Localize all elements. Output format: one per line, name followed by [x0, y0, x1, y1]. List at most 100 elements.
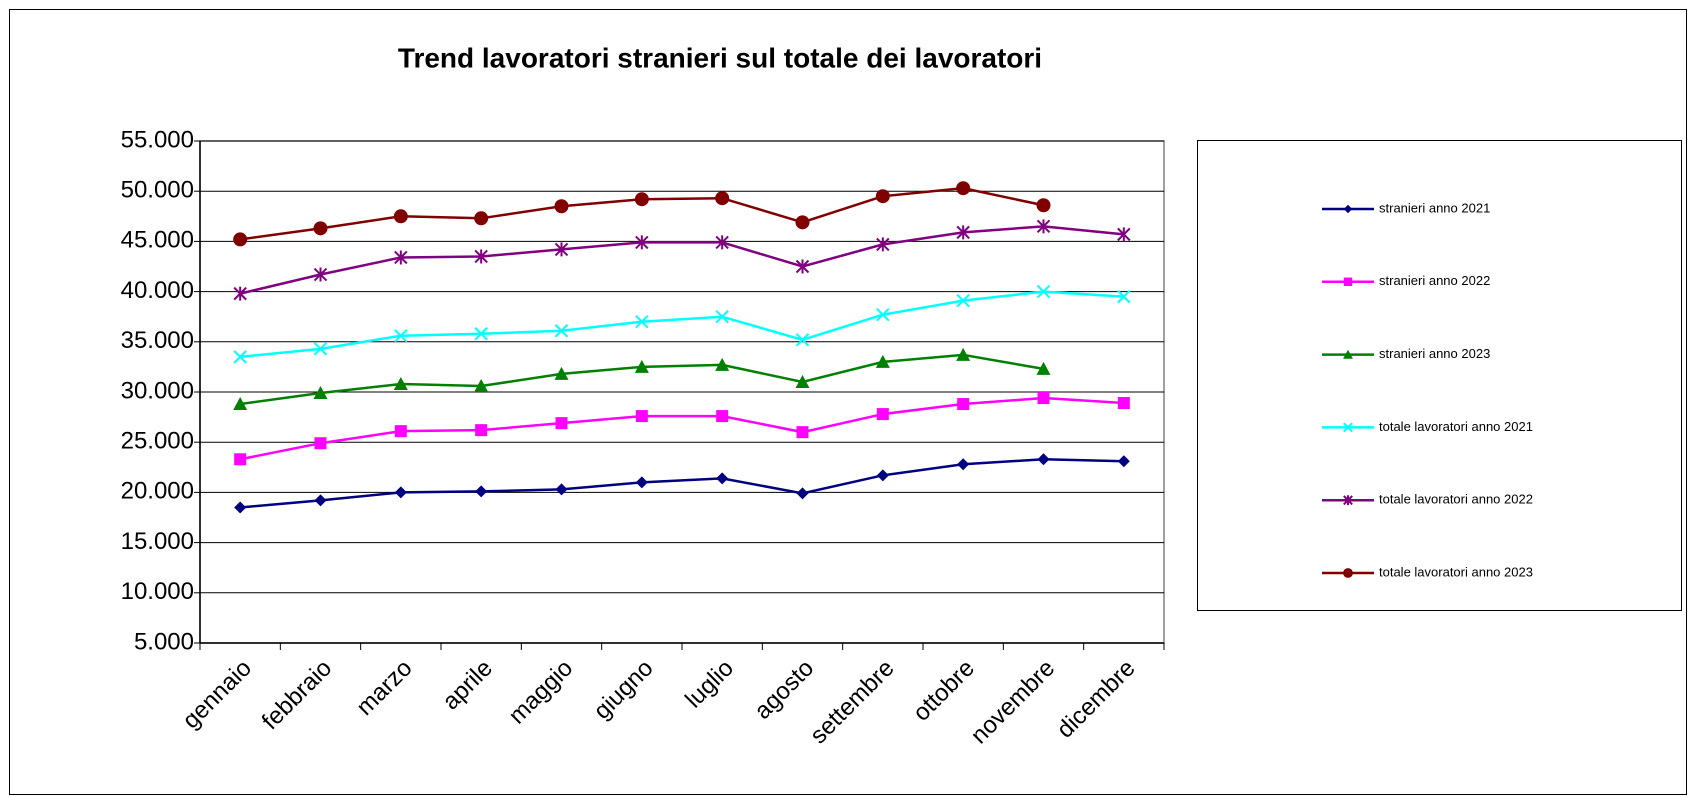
marker [875, 189, 890, 204]
marker [956, 293, 970, 308]
marker [394, 250, 408, 265]
legend-label: stranieri anno 2022 [1379, 273, 1490, 288]
y-tick-label: 55.000 [121, 126, 194, 153]
marker [554, 199, 569, 214]
y-tick-label: 5.000 [134, 628, 194, 655]
marker [796, 426, 809, 439]
marker [393, 209, 408, 224]
marker [1037, 453, 1050, 466]
marker [233, 232, 248, 247]
marker [234, 453, 247, 466]
marker [1036, 198, 1051, 213]
y-tick-label: 35.000 [121, 327, 194, 354]
marker [795, 374, 810, 388]
y-tick-label: 10.000 [121, 578, 194, 605]
series-line [239, 225, 1124, 295]
y-tick-label: 40.000 [121, 277, 194, 304]
marker [1117, 289, 1131, 304]
marker [1036, 361, 1051, 375]
marker [313, 267, 328, 282]
y-tick-label: 25.000 [121, 428, 194, 455]
series-line [240, 290, 1124, 359]
marker [474, 211, 489, 226]
marker [1343, 349, 1353, 359]
marker [1036, 284, 1051, 299]
marker [555, 483, 568, 496]
marker [394, 486, 407, 499]
series-line [240, 458, 1124, 509]
marker [394, 329, 408, 343]
marker [554, 324, 569, 338]
marker [314, 494, 327, 507]
marker [875, 354, 890, 368]
marker [393, 376, 408, 390]
marker [1117, 397, 1130, 410]
legend-label: totale lavoratori anno 2021 [1379, 419, 1533, 434]
marker [634, 359, 649, 373]
marker [957, 458, 970, 471]
marker [314, 437, 327, 450]
marker [394, 425, 407, 438]
marker [716, 472, 729, 485]
marker [475, 424, 488, 437]
marker [233, 397, 248, 411]
marker [554, 242, 569, 257]
marker [233, 286, 247, 301]
marker [555, 417, 568, 430]
marker [1117, 227, 1131, 242]
marker [634, 192, 649, 207]
marker [635, 410, 648, 423]
marker [956, 225, 970, 240]
marker [1343, 568, 1353, 578]
legend-box [1197, 140, 1682, 611]
marker [715, 191, 730, 206]
marker [1343, 422, 1353, 433]
marker [234, 501, 247, 514]
marker [715, 235, 729, 250]
marker [957, 398, 970, 411]
marker [716, 410, 729, 423]
marker [1117, 455, 1130, 468]
marker [1037, 392, 1050, 405]
marker [474, 249, 488, 264]
y-tick-label: 30.000 [121, 377, 194, 404]
marker [475, 485, 488, 498]
series-line [239, 396, 1124, 461]
marker [715, 357, 730, 371]
marker [876, 307, 890, 322]
marker [635, 235, 649, 250]
marker [635, 315, 649, 329]
legend-label: totale lavoratori anno 2022 [1379, 492, 1533, 507]
legend-label: totale lavoratori anno 2023 [1379, 564, 1533, 579]
marker [1343, 495, 1353, 506]
marker [635, 476, 648, 489]
marker [313, 221, 328, 236]
marker [795, 259, 810, 274]
y-tick-label: 50.000 [121, 177, 194, 204]
marker [796, 487, 809, 500]
marker [554, 366, 569, 380]
marker [474, 378, 489, 392]
marker [795, 333, 810, 347]
marker [956, 181, 971, 196]
y-tick-label: 15.000 [121, 528, 194, 555]
legend-label: stranieri anno 2021 [1379, 200, 1490, 215]
marker [715, 309, 729, 324]
y-tick-label: 20.000 [121, 478, 194, 505]
marker [474, 327, 488, 341]
marker [1343, 204, 1353, 214]
marker [313, 386, 328, 400]
marker [795, 215, 810, 230]
marker [876, 237, 890, 252]
y-tick-label: 45.000 [121, 227, 194, 254]
marker [233, 350, 247, 364]
marker [1036, 219, 1051, 234]
marker [876, 408, 889, 421]
marker [876, 469, 889, 482]
chart-title: Trend lavoratori stranieri sul totale de… [398, 42, 1042, 73]
marker [313, 342, 328, 356]
marker [956, 347, 971, 361]
marker [1343, 277, 1353, 286]
legend-label: stranieri anno 2023 [1379, 346, 1490, 361]
